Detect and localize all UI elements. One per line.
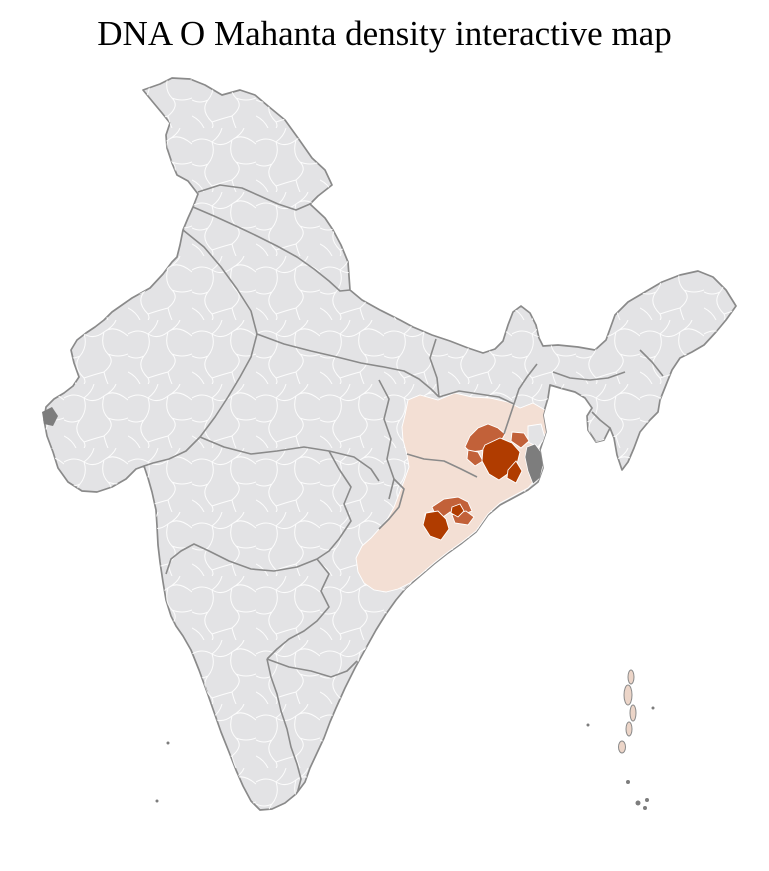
district-area-mid[interactable] (510, 431, 530, 449)
density-high-districts[interactable] (422, 437, 523, 541)
island[interactable] (629, 704, 637, 722)
district-area-high[interactable] (422, 510, 450, 541)
page-title: DNA O Mahanta density interactive map (97, 14, 672, 53)
island[interactable] (623, 684, 633, 706)
kutch-dark-patch (42, 407, 58, 426)
island[interactable] (618, 740, 626, 754)
district-area-mid[interactable] (466, 449, 484, 467)
state-borders (143, 184, 664, 795)
district-borders-mesh (44, 78, 736, 810)
district-area-high[interactable] (450, 503, 465, 518)
island[interactable] (627, 669, 635, 685)
andaman-islands[interactable] (618, 669, 637, 754)
island[interactable] (625, 721, 633, 737)
district-area-high[interactable] (506, 460, 523, 484)
small-islands (155, 706, 655, 810)
